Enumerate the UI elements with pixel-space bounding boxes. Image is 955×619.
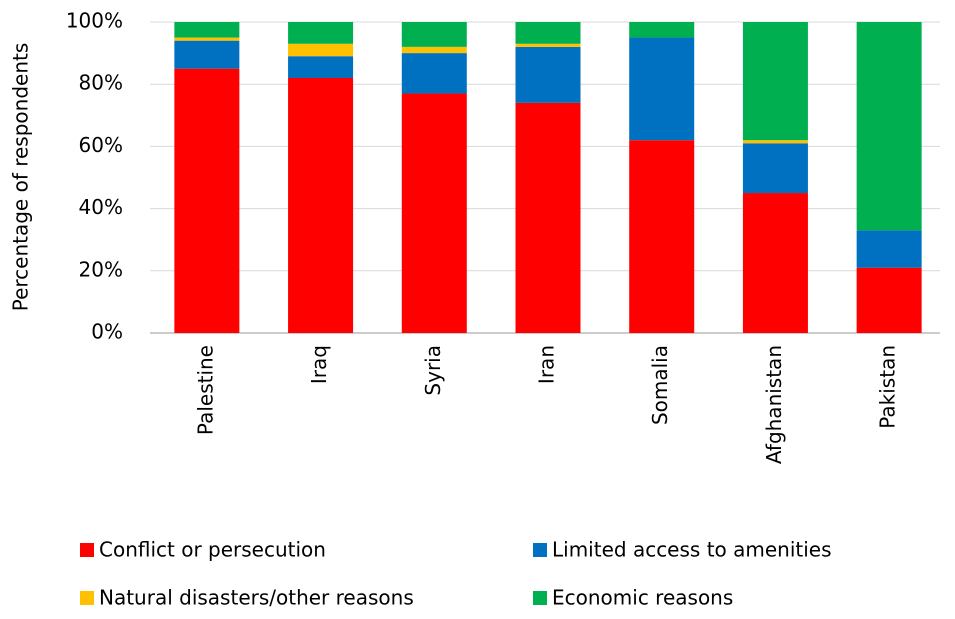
bar-segment [288,56,354,78]
bar-segment [401,53,467,94]
bar-segment [401,46,467,54]
bar-segment [742,22,808,141]
x-tick-label: Syria [421,345,445,396]
x-tick-label: Afghanistan [762,345,786,464]
x-tick-label: Pakistan [876,345,900,429]
x-tick-label: Palestine [193,345,217,435]
bar-segment [856,267,922,333]
y-tick-label: 60% [79,133,123,157]
y-tick-label: 40% [79,195,123,219]
bar-segment [515,46,581,103]
bar-segment [629,140,695,333]
bar-segment [742,140,808,144]
bar-segment [856,22,922,231]
x-tick-label: Iran [535,345,559,384]
legend-label: Natural disasters/other reasons [99,586,414,610]
legend-label: Limited access to amenities [552,538,832,562]
bar-segment [401,93,467,333]
x-tick-label: Iraq [307,345,331,384]
legend-marker [533,543,547,557]
legend-marker [533,591,547,605]
legend-label: Economic reasons [552,586,733,610]
bar-segment [856,230,922,268]
bar-segment [742,143,808,194]
bar-segment [174,40,240,69]
legend-label: Conflict or persecution [99,538,326,562]
bar-segment [742,193,808,333]
legend-marker [80,591,94,605]
y-axis-label: Percentage of respondents [9,43,33,312]
y-tick-label: 80% [79,71,123,95]
bar-segment [288,77,354,333]
bar-segment [288,22,354,44]
bar-segment [174,37,240,41]
bar-segment [174,22,240,38]
y-tick-label: 100% [66,9,123,33]
bar-segment [288,43,354,57]
y-tick-label: 0% [91,320,123,344]
bar-segment [174,68,240,334]
bar-segment [629,37,695,141]
legend-marker [80,543,94,557]
x-tick-label: Somalia [648,345,672,425]
bar-segment [515,43,581,47]
y-tick-label: 20% [79,257,123,281]
bar-segment [515,102,581,333]
bar-segment [401,22,467,47]
bar-segment [629,22,695,38]
bar-segment [515,22,581,44]
